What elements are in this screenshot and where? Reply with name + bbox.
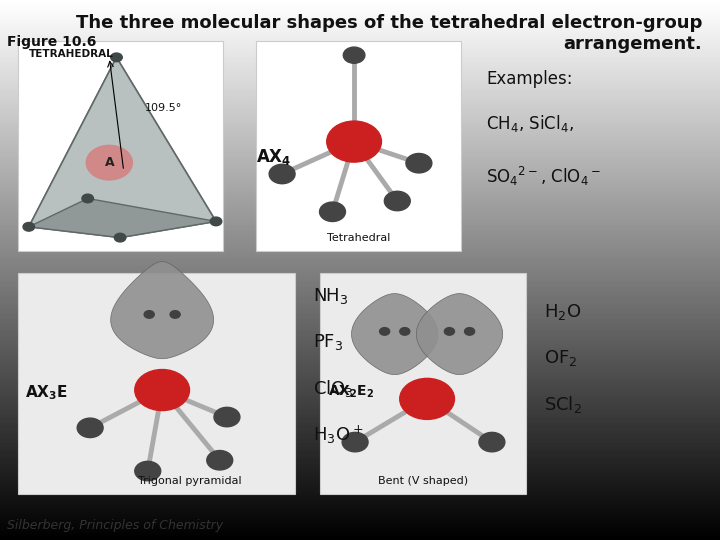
Circle shape: [379, 328, 390, 335]
Circle shape: [144, 310, 154, 318]
Circle shape: [114, 233, 126, 242]
Text: H$_2$O: H$_2$O: [544, 302, 581, 322]
Polygon shape: [351, 294, 438, 375]
Circle shape: [444, 328, 454, 335]
Circle shape: [77, 418, 103, 437]
Text: Tetrahedral: Tetrahedral: [326, 233, 390, 243]
Text: CH$_4$, SiCl$_4$,: CH$_4$, SiCl$_4$,: [486, 113, 574, 134]
Text: Bent (V shaped): Bent (V shaped): [378, 476, 468, 486]
FancyBboxPatch shape: [320, 273, 526, 494]
Polygon shape: [111, 261, 214, 359]
Circle shape: [82, 194, 94, 202]
Circle shape: [406, 153, 432, 173]
Polygon shape: [29, 57, 117, 227]
Polygon shape: [29, 198, 216, 238]
Circle shape: [343, 47, 365, 63]
Circle shape: [214, 407, 240, 427]
Circle shape: [342, 433, 368, 452]
Circle shape: [23, 222, 35, 231]
Circle shape: [170, 310, 180, 318]
Circle shape: [135, 461, 161, 481]
Text: SO$_4$$^{2-}$, ClO$_4$$^-$: SO$_4$$^{2-}$, ClO$_4$$^-$: [486, 165, 601, 188]
Text: $\mathbf{AX_3E}$: $\mathbf{AX_3E}$: [25, 383, 68, 402]
Text: TETRAHEDRAL: TETRAHEDRAL: [29, 49, 114, 59]
Text: PF$_3$: PF$_3$: [313, 332, 343, 352]
Text: H$_3$O$^+$: H$_3$O$^+$: [313, 424, 364, 446]
Text: The three molecular shapes of the tetrahedral electron-group: The three molecular shapes of the tetrah…: [76, 14, 702, 31]
Circle shape: [320, 202, 346, 221]
Circle shape: [269, 164, 295, 184]
Text: SCl$_2$: SCl$_2$: [544, 394, 582, 415]
Circle shape: [207, 450, 233, 470]
Circle shape: [384, 191, 410, 211]
Text: $\mathbf{AX_2E_2}$: $\mathbf{AX_2E_2}$: [328, 384, 374, 401]
Circle shape: [111, 53, 122, 62]
Circle shape: [86, 145, 132, 180]
Text: Figure 10.6: Figure 10.6: [7, 35, 96, 49]
Circle shape: [479, 433, 505, 452]
Polygon shape: [88, 57, 216, 221]
Circle shape: [400, 328, 410, 335]
Circle shape: [135, 369, 189, 410]
Circle shape: [327, 121, 382, 162]
Circle shape: [210, 217, 222, 226]
FancyBboxPatch shape: [18, 273, 295, 494]
Text: Trigonal pyramidal: Trigonal pyramidal: [138, 476, 242, 486]
FancyBboxPatch shape: [256, 40, 461, 251]
Text: OF$_2$: OF$_2$: [544, 348, 577, 368]
Text: Examples:: Examples:: [486, 70, 572, 88]
Polygon shape: [29, 57, 216, 238]
Text: NH$_3$: NH$_3$: [313, 286, 348, 306]
Text: $\mathbf{AX_4}$: $\mathbf{AX_4}$: [256, 146, 291, 167]
Circle shape: [400, 379, 454, 420]
Text: 109.5°: 109.5°: [145, 103, 183, 113]
Circle shape: [464, 328, 474, 335]
Text: arrangement.: arrangement.: [563, 35, 702, 53]
FancyBboxPatch shape: [18, 40, 223, 251]
Polygon shape: [416, 294, 503, 375]
Text: Silberberg, Principles of Chemistry: Silberberg, Principles of Chemistry: [7, 519, 223, 532]
Text: ClO$_3$: ClO$_3$: [313, 378, 354, 399]
Text: A: A: [104, 156, 114, 169]
